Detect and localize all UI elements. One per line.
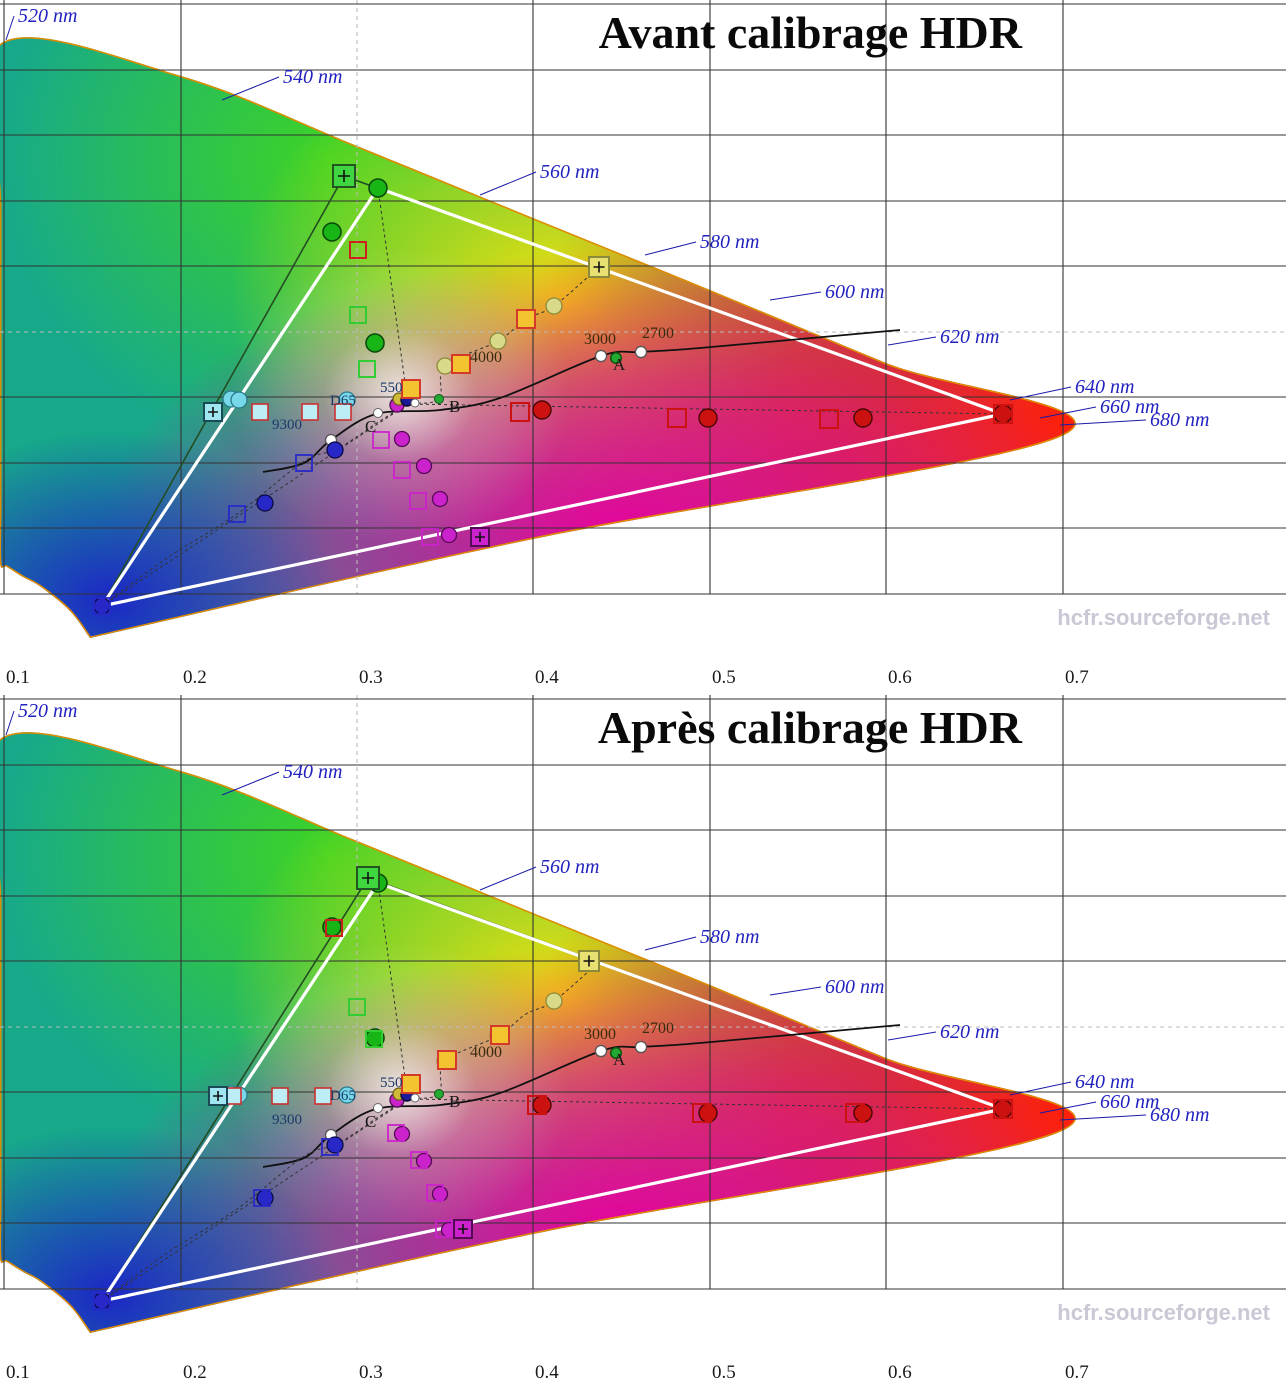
svg-text:2700: 2700 (642, 325, 674, 342)
svg-text:D65: D65 (330, 393, 356, 409)
svg-text:hcfr.sourceforge.net: hcfr.sourceforge.net (1057, 605, 1270, 630)
svg-text:680 nm: 680 nm (1150, 1104, 1209, 1126)
svg-text:C: C (365, 417, 376, 436)
svg-text:9300: 9300 (272, 417, 302, 433)
svg-text:0.6: 0.6 (888, 667, 912, 688)
svg-text:Après calibrage HDR: Après calibrage HDR (598, 702, 1023, 753)
svg-text:620 nm: 620 nm (940, 1021, 999, 1043)
svg-text:620 nm: 620 nm (940, 326, 999, 348)
svg-text:B: B (449, 1092, 460, 1111)
svg-text:0.4: 0.4 (535, 1362, 559, 1383)
svg-text:0.1: 0.1 (6, 1362, 30, 1383)
svg-text:600 nm: 600 nm (825, 976, 884, 998)
svg-text:3000: 3000 (584, 1026, 616, 1043)
svg-text:560 nm: 560 nm (540, 856, 599, 878)
svg-text:0.1: 0.1 (6, 667, 30, 688)
svg-text:540 nm: 540 nm (283, 66, 342, 88)
svg-text:0.5: 0.5 (712, 667, 736, 688)
svg-text:540 nm: 540 nm (283, 761, 342, 783)
svg-text:0.5: 0.5 (712, 1362, 736, 1383)
svg-text:2700: 2700 (642, 1020, 674, 1037)
svg-text:0.4: 0.4 (535, 667, 559, 688)
svg-text:hcfr.sourceforge.net: hcfr.sourceforge.net (1057, 1300, 1270, 1325)
svg-text:4000: 4000 (470, 349, 502, 366)
svg-text:550: 550 (380, 380, 403, 396)
svg-text:600 nm: 600 nm (825, 281, 884, 303)
svg-text:0.3: 0.3 (359, 1362, 383, 1383)
svg-text:B: B (449, 397, 460, 416)
svg-text:550: 550 (380, 1075, 403, 1091)
svg-text:0.3: 0.3 (359, 667, 383, 688)
svg-text:D65: D65 (330, 1088, 356, 1104)
svg-text:680 nm: 680 nm (1150, 409, 1209, 431)
svg-text:3000: 3000 (584, 331, 616, 348)
svg-text:4000: 4000 (470, 1044, 502, 1061)
svg-text:9300: 9300 (272, 1112, 302, 1128)
svg-text:0.7: 0.7 (1065, 1362, 1089, 1383)
svg-text:0.2: 0.2 (183, 1362, 207, 1383)
svg-text:A: A (613, 355, 626, 374)
svg-text:520 nm: 520 nm (18, 700, 77, 722)
svg-text:640 nm: 640 nm (1075, 1071, 1134, 1093)
svg-text:0.6: 0.6 (888, 1362, 912, 1383)
svg-text:A: A (613, 1050, 626, 1069)
svg-text:Avant calibrage HDR: Avant calibrage HDR (599, 7, 1023, 58)
svg-text:520 nm: 520 nm (18, 5, 77, 27)
svg-text:0.2: 0.2 (183, 667, 207, 688)
svg-text:580 nm: 580 nm (700, 231, 759, 253)
svg-text:C: C (365, 1112, 376, 1131)
svg-text:0.7: 0.7 (1065, 667, 1089, 688)
svg-text:580 nm: 580 nm (700, 926, 759, 948)
svg-text:560 nm: 560 nm (540, 161, 599, 183)
svg-text:640 nm: 640 nm (1075, 376, 1134, 398)
